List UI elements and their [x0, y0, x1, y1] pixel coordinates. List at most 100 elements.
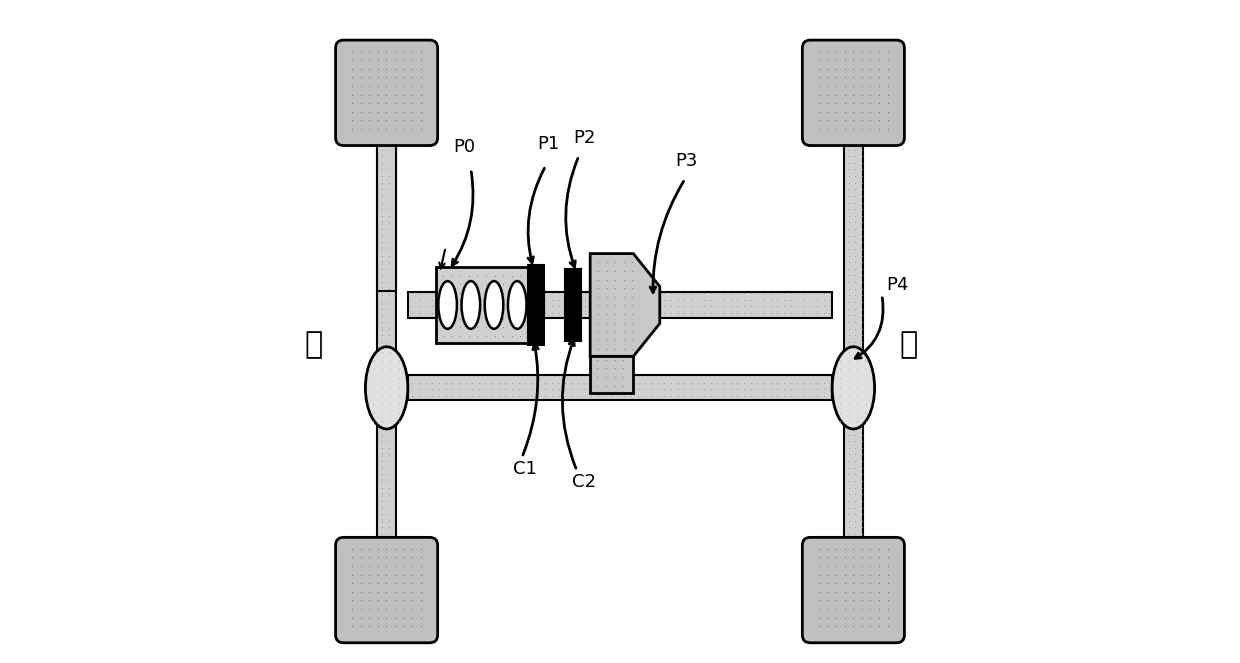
Point: [441, 279, 461, 290]
Point: [622, 335, 642, 345]
Point: [861, 587, 880, 597]
Point: [378, 476, 398, 487]
Point: [878, 578, 898, 589]
Point: [714, 391, 734, 401]
Point: [787, 308, 807, 318]
Point: [368, 115, 388, 126]
Point: [568, 301, 588, 312]
Point: [846, 369, 866, 380]
Point: [556, 377, 575, 388]
Point: [852, 90, 872, 100]
Point: [601, 294, 621, 305]
Point: [768, 294, 787, 305]
Point: [595, 377, 615, 388]
Point: [608, 308, 627, 318]
Point: [668, 377, 688, 388]
Point: [377, 613, 397, 623]
Point: [780, 384, 800, 394]
Point: [582, 391, 601, 401]
Point: [372, 336, 392, 347]
Point: [681, 391, 701, 401]
Point: [846, 443, 866, 453]
Point: [394, 98, 414, 109]
Point: [372, 257, 392, 267]
Point: [852, 290, 872, 300]
Point: [838, 381, 858, 392]
Point: [740, 288, 760, 298]
Point: [843, 561, 863, 572]
Point: [856, 390, 875, 400]
Point: [846, 243, 866, 254]
Point: [838, 373, 858, 383]
Point: [807, 384, 827, 394]
Point: [846, 522, 866, 533]
Point: [511, 271, 531, 281]
Point: [476, 331, 496, 341]
Point: [372, 383, 392, 393]
Point: [377, 81, 397, 91]
Point: [372, 144, 392, 154]
Point: [575, 384, 595, 394]
Point: [852, 469, 872, 479]
Point: [846, 204, 866, 214]
Point: [838, 390, 858, 400]
Point: [489, 391, 508, 401]
Point: [605, 326, 625, 337]
Point: [368, 544, 388, 554]
Point: [394, 81, 414, 91]
Point: [826, 98, 846, 109]
Point: [368, 587, 388, 597]
Point: [754, 288, 774, 298]
Point: [808, 64, 828, 74]
Point: [601, 391, 621, 401]
Point: [378, 436, 398, 447]
Point: [502, 301, 522, 312]
Point: [861, 570, 880, 580]
Point: [342, 544, 362, 554]
Point: [389, 355, 409, 366]
Point: [441, 271, 461, 281]
Point: [548, 288, 568, 298]
Point: [409, 377, 429, 388]
Point: [852, 429, 872, 440]
Point: [846, 323, 866, 333]
Point: [386, 98, 405, 109]
Point: [372, 263, 392, 274]
Point: [800, 294, 820, 305]
Point: [852, 489, 872, 500]
Point: [389, 373, 409, 383]
Point: [443, 384, 463, 394]
Point: [852, 243, 872, 254]
Point: [655, 391, 675, 401]
Point: [869, 98, 889, 109]
Point: [588, 301, 608, 312]
Point: [878, 595, 898, 606]
Bar: [590, 357, 634, 392]
Point: [502, 308, 522, 318]
Point: [377, 544, 397, 554]
Point: [568, 294, 588, 305]
Point: [467, 279, 487, 290]
Point: [556, 384, 575, 394]
Point: [852, 144, 872, 154]
Point: [588, 308, 608, 318]
Point: [846, 137, 866, 148]
Point: [869, 595, 889, 606]
Point: [363, 407, 383, 418]
Point: [813, 308, 833, 318]
Point: [372, 443, 392, 453]
Point: [386, 552, 405, 563]
Point: [496, 308, 516, 318]
Point: [372, 184, 392, 194]
Point: [511, 322, 531, 333]
Point: [536, 294, 556, 305]
Point: [838, 157, 858, 168]
Point: [377, 561, 397, 572]
Point: [588, 391, 608, 401]
Point: [588, 335, 608, 345]
Point: [433, 322, 453, 333]
Point: [838, 503, 858, 513]
Point: [852, 270, 872, 280]
Point: [511, 296, 531, 307]
Point: [372, 429, 392, 440]
